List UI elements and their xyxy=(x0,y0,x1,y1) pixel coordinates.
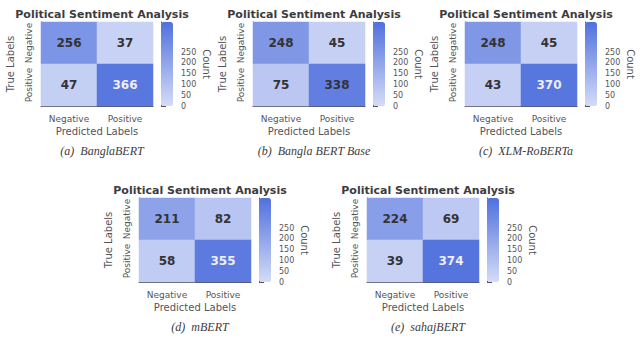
svg-text:Negative: Negative xyxy=(350,198,360,239)
svg-text:200: 200 xyxy=(605,58,620,67)
svg-text:0: 0 xyxy=(181,102,186,111)
svg-text:150: 150 xyxy=(393,69,408,78)
svg-text:250: 250 xyxy=(507,224,522,233)
svg-text:Positive: Positive xyxy=(24,67,34,102)
svg-text:Positive: Positive xyxy=(320,114,355,124)
svg-text:Predicted Labels: Predicted Labels xyxy=(154,302,236,313)
svg-text:True Labels: True Labels xyxy=(429,36,440,94)
svg-text:370: 370 xyxy=(536,78,561,92)
svg-text:150: 150 xyxy=(279,245,294,254)
svg-text:0: 0 xyxy=(605,102,610,111)
svg-text:150: 150 xyxy=(507,245,522,254)
svg-text:Negative: Negative xyxy=(261,114,302,124)
svg-text:211: 211 xyxy=(154,212,179,226)
svg-text:256: 256 xyxy=(56,36,81,50)
svg-text:100: 100 xyxy=(605,80,620,89)
svg-text:Count: Count xyxy=(527,225,538,255)
svg-text:Predicted Labels: Predicted Labels xyxy=(382,302,464,313)
svg-text:150: 150 xyxy=(181,69,196,78)
svg-text:45: 45 xyxy=(329,36,346,50)
svg-text:(e) sahajBERT: (e) sahajBERT xyxy=(391,320,466,334)
svg-text:(c) XLM-RoBERTa: (c) XLM-RoBERTa xyxy=(479,144,573,158)
svg-text:Negative: Negative xyxy=(122,198,132,239)
svg-text:248: 248 xyxy=(480,36,505,50)
svg-text:82: 82 xyxy=(215,212,232,226)
svg-text:47: 47 xyxy=(61,78,78,92)
svg-text:Positive: Positive xyxy=(532,114,567,124)
svg-text:0: 0 xyxy=(393,102,398,111)
svg-text:150: 150 xyxy=(605,69,620,78)
svg-text:Negative: Negative xyxy=(448,22,458,63)
svg-text:Negative: Negative xyxy=(473,114,514,124)
svg-text:Predicted Labels: Predicted Labels xyxy=(56,126,138,137)
svg-text:58: 58 xyxy=(159,254,176,268)
svg-text:50: 50 xyxy=(393,91,403,100)
svg-text:Political Sentiment Analysis: Political Sentiment Analysis xyxy=(227,8,401,21)
svg-text:366: 366 xyxy=(112,78,137,92)
svg-text:Predicted Labels: Predicted Labels xyxy=(480,126,562,137)
svg-text:224: 224 xyxy=(382,212,407,226)
svg-text:0: 0 xyxy=(507,278,512,287)
svg-text:250: 250 xyxy=(279,224,294,233)
svg-text:50: 50 xyxy=(279,267,289,276)
svg-text:248: 248 xyxy=(268,36,293,50)
svg-text:250: 250 xyxy=(181,48,196,57)
svg-text:Positive: Positive xyxy=(350,243,360,278)
svg-text:Predicted Labels: Predicted Labels xyxy=(268,126,350,137)
svg-text:39: 39 xyxy=(387,254,404,268)
svg-text:Positive: Positive xyxy=(236,67,246,102)
svg-text:250: 250 xyxy=(393,48,408,57)
svg-text:Count: Count xyxy=(625,49,636,79)
svg-text:Positive: Positive xyxy=(448,67,458,102)
svg-text:43: 43 xyxy=(485,78,502,92)
svg-text:True Labels: True Labels xyxy=(103,212,114,270)
svg-text:Count: Count xyxy=(299,225,310,255)
svg-text:Negative: Negative xyxy=(24,22,34,63)
svg-text:100: 100 xyxy=(393,80,408,89)
svg-text:(b) Bangla BERT Base: (b) Bangla BERT Base xyxy=(258,144,371,158)
svg-text:200: 200 xyxy=(181,58,196,67)
svg-text:45: 45 xyxy=(541,36,558,50)
svg-text:Positive: Positive xyxy=(434,290,469,300)
svg-text:250: 250 xyxy=(605,48,620,57)
svg-text:50: 50 xyxy=(605,91,615,100)
svg-text:Political Sentiment Analysis: Political Sentiment Analysis xyxy=(113,184,287,197)
svg-text:200: 200 xyxy=(393,58,408,67)
svg-text:37: 37 xyxy=(117,36,134,50)
svg-text:100: 100 xyxy=(181,80,196,89)
svg-text:Political Sentiment Analysis: Political Sentiment Analysis xyxy=(15,8,189,21)
svg-text:True Labels: True Labels xyxy=(5,36,16,94)
svg-text:Negative: Negative xyxy=(236,22,246,63)
svg-text:Positive: Positive xyxy=(206,290,241,300)
svg-text:50: 50 xyxy=(507,267,517,276)
svg-text:100: 100 xyxy=(279,256,294,265)
svg-text:Positive: Positive xyxy=(108,114,143,124)
svg-text:69: 69 xyxy=(443,212,460,226)
svg-text:Negative: Negative xyxy=(49,114,90,124)
svg-text:(d) mBERT: (d) mBERT xyxy=(171,320,230,334)
svg-text:Count: Count xyxy=(201,49,212,79)
svg-text:Political Sentiment Analysis: Political Sentiment Analysis xyxy=(341,184,515,197)
svg-text:355: 355 xyxy=(210,254,235,268)
svg-text:75: 75 xyxy=(273,78,290,92)
svg-text:200: 200 xyxy=(279,234,294,243)
svg-text:True Labels: True Labels xyxy=(217,36,228,94)
svg-text:Count: Count xyxy=(413,49,424,79)
svg-text:Negative: Negative xyxy=(375,290,416,300)
svg-text:Positive: Positive xyxy=(122,243,132,278)
svg-text:100: 100 xyxy=(507,256,522,265)
svg-text:Negative: Negative xyxy=(147,290,188,300)
svg-text:0: 0 xyxy=(279,278,284,287)
svg-text:50: 50 xyxy=(181,91,191,100)
svg-text:338: 338 xyxy=(324,78,349,92)
svg-text:374: 374 xyxy=(438,254,463,268)
svg-text:(a) BanglaBERT: (a) BanglaBERT xyxy=(60,144,145,158)
svg-text:200: 200 xyxy=(507,234,522,243)
svg-text:True Labels: True Labels xyxy=(331,212,342,270)
svg-text:Political Sentiment Analysis: Political Sentiment Analysis xyxy=(439,8,613,21)
